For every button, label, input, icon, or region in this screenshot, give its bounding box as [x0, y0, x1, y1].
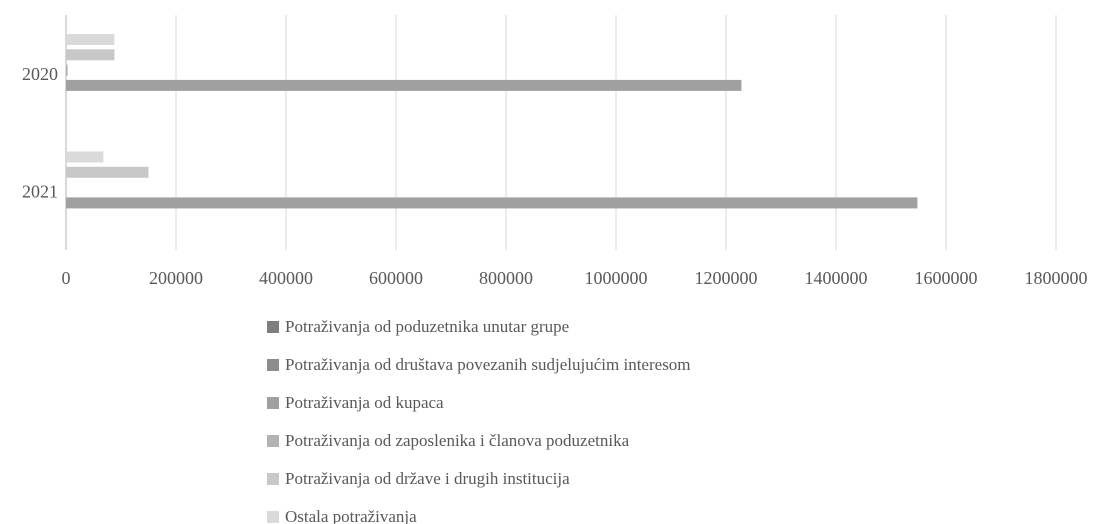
x-tick-label: 600000: [369, 268, 423, 288]
legend-swatch: [267, 397, 279, 409]
x-tick-label: 1800000: [1025, 268, 1088, 288]
x-tick-label: 1400000: [805, 268, 868, 288]
x-tick-label: 800000: [479, 268, 533, 288]
x-tick-label: 0: [62, 268, 71, 288]
legend-label: Potraživanja od poduzetnika unutar grupe: [285, 317, 569, 336]
x-tick-label: 1200000: [695, 268, 758, 288]
bar: [66, 64, 68, 76]
bar: [66, 151, 104, 163]
x-tick-label: 200000: [149, 268, 203, 288]
legend-label: Potraživanja od kupaca: [285, 393, 444, 412]
legend-label: Potraživanja od države i drugih instituc…: [285, 469, 570, 488]
x-tick-label: 1600000: [915, 268, 978, 288]
bar: [66, 34, 115, 45]
bar: [66, 166, 149, 178]
x-tick-label: 400000: [259, 268, 313, 288]
legend-label: Potraživanja od društava povezanih sudje…: [285, 355, 691, 374]
legend-label: Ostala potraživanja: [285, 507, 417, 524]
y-tick-label: 2021: [22, 181, 58, 201]
legend-swatch: [267, 511, 279, 523]
legend-swatch: [267, 359, 279, 371]
y-tick-label: 2020: [22, 64, 58, 84]
legend-swatch: [267, 321, 279, 333]
legend-swatch: [267, 473, 279, 485]
bar: [66, 79, 742, 91]
legend-swatch: [267, 435, 279, 447]
legend-label: Potraživanja od zaposlenika i članova po…: [285, 431, 630, 450]
x-tick-label: 1000000: [585, 268, 648, 288]
bar: [66, 49, 115, 61]
bar: [66, 197, 918, 209]
